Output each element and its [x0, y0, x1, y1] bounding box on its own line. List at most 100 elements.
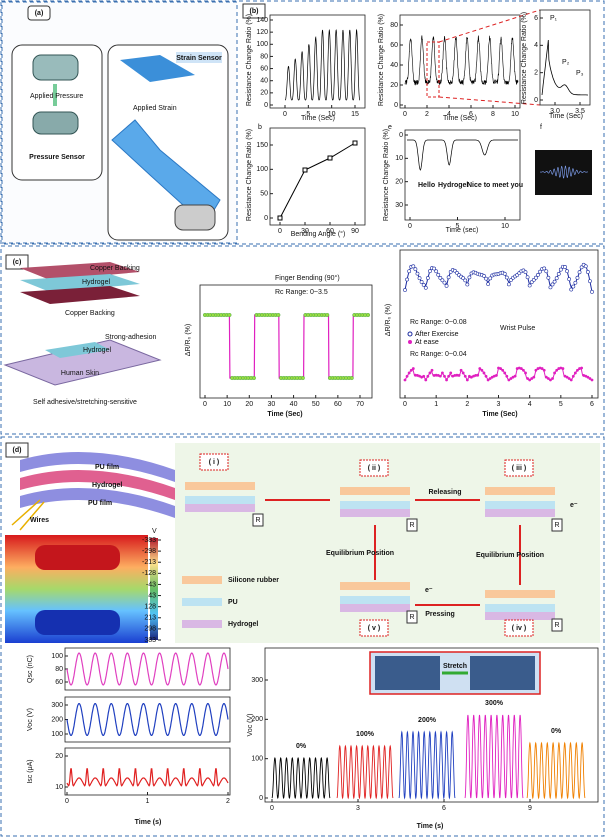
marker: [405, 278, 408, 281]
marker: [350, 376, 354, 380]
curve: [205, 315, 368, 378]
label: Hydrogel: [82, 279, 110, 286]
y-tick-label: 300: [251, 677, 263, 684]
label: e⁻: [425, 587, 433, 594]
marker: [534, 276, 537, 279]
marker: [543, 267, 546, 270]
panel-label: (a): [35, 10, 44, 17]
y-axis-label: Resistance Change Ratio (%): [383, 129, 390, 221]
strain-label: 100%: [356, 731, 375, 738]
marker: [252, 376, 256, 380]
marker: [553, 372, 556, 375]
chart-title: Wrist Pulse: [500, 325, 535, 332]
marker: [570, 379, 573, 382]
pu: [185, 496, 255, 504]
marker: [424, 286, 427, 289]
curve: [405, 35, 518, 85]
x-tick-label: 60: [334, 401, 342, 408]
marker: [526, 276, 529, 279]
hydrogel: [485, 612, 555, 620]
y-tick-label: 200: [51, 716, 63, 723]
y-tick-label: 10: [55, 784, 63, 791]
label: Hydrogel: [92, 482, 122, 489]
curve: [67, 653, 228, 685]
y-tick-label: 213: [144, 615, 156, 622]
y-tick-label: 50: [260, 191, 268, 198]
curve: [527, 743, 585, 798]
y-tick-label: 60: [55, 679, 63, 686]
layer: [20, 286, 140, 304]
x-tick-label: 0: [403, 111, 407, 118]
label: R: [409, 522, 414, 529]
label: R: [409, 614, 414, 621]
marker: [576, 276, 579, 279]
x-tick-label: 3: [356, 805, 360, 812]
word: Nice to meet you: [467, 182, 523, 189]
pad: [33, 55, 78, 80]
y-tick-label: 2: [534, 70, 538, 77]
marker: [445, 379, 448, 382]
y-tick-label: 4: [534, 42, 538, 49]
curve: [337, 746, 393, 798]
x-axis-label: Time (s): [417, 823, 444, 830]
marker: [545, 270, 548, 273]
y-tick-label: 100: [251, 756, 263, 763]
marker: [406, 375, 409, 378]
strain-label: 0%: [296, 743, 307, 750]
plot-frame: [270, 15, 365, 108]
label: R: [255, 517, 260, 524]
marker: [547, 276, 550, 279]
marker: [466, 379, 469, 382]
y-tick-label: 0: [394, 102, 398, 109]
label: R: [554, 622, 559, 629]
legend-swatch: [182, 598, 222, 606]
x-tick-label: 2: [425, 111, 429, 118]
x-tick-label: 0: [283, 111, 287, 118]
curve: [399, 732, 455, 798]
plot-frame: [200, 285, 372, 398]
x-tick-label: 2: [465, 401, 469, 408]
marker: [414, 268, 417, 271]
marker: [228, 313, 232, 317]
y-tick-label: 20: [390, 82, 398, 89]
x-tick-label: 10: [501, 223, 509, 230]
y-tick-label: -213: [142, 559, 156, 566]
marker: [449, 372, 452, 375]
marker: [505, 375, 508, 378]
label: V: [152, 528, 157, 535]
marker: [437, 273, 440, 276]
y-tick-label: 20: [395, 179, 403, 186]
silicone: [185, 482, 255, 490]
label: Applied Pressure: [30, 93, 83, 100]
marker: [429, 372, 432, 375]
marker: [562, 367, 565, 370]
marker: [480, 369, 483, 372]
marker: [278, 216, 282, 220]
y-tick-label: 0: [259, 795, 263, 802]
x-axis-label: Time (Sec): [267, 411, 302, 418]
hydrogel: [340, 509, 410, 517]
marker: [514, 375, 517, 378]
x-axis-label: Time (Sec): [549, 113, 583, 120]
marker: [553, 280, 556, 283]
y-tick-label: 40: [260, 78, 268, 85]
marker: [574, 372, 577, 375]
x-tick-label: 10: [223, 401, 231, 408]
marker: [507, 283, 510, 286]
silicone: [485, 590, 555, 598]
marker: [574, 281, 577, 284]
field-shape: [35, 545, 120, 570]
label: Pressure Sensor: [29, 154, 85, 161]
y-tick-label: 100: [256, 166, 268, 173]
marker: [466, 283, 469, 286]
label: Stretch: [443, 663, 467, 670]
marker: [565, 270, 568, 273]
marker: [570, 288, 573, 291]
marker: [426, 276, 429, 279]
marker: [408, 270, 411, 273]
label: ( ii ): [368, 465, 380, 472]
y-tick-label: 20: [260, 90, 268, 97]
silicone: [485, 487, 555, 495]
x-tick-label: 70: [356, 401, 364, 408]
x-tick-label: 30: [268, 401, 276, 408]
